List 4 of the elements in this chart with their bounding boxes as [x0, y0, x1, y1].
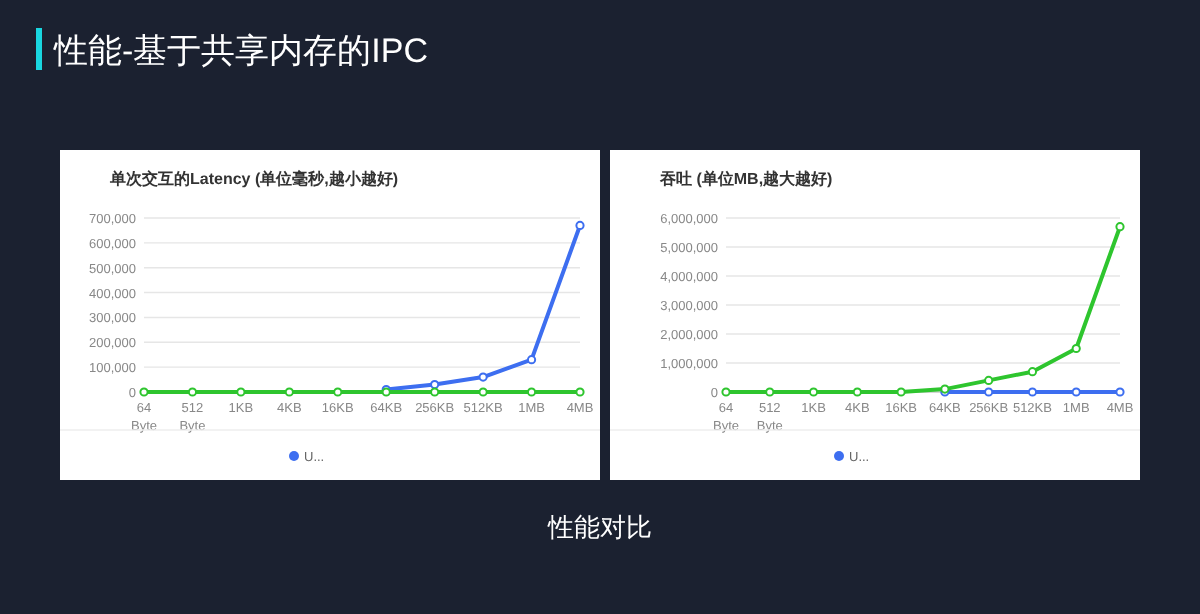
text: 性能对比 — [546, 512, 652, 542]
chart-title: 吞吐 (单位MB,越大越好) — [658, 170, 834, 188]
text: 性能-基于共享内存的IPC — [52, 32, 428, 70]
chart-title: 单次交互的Latency (单位毫秒,越小越好) — [108, 168, 399, 188]
